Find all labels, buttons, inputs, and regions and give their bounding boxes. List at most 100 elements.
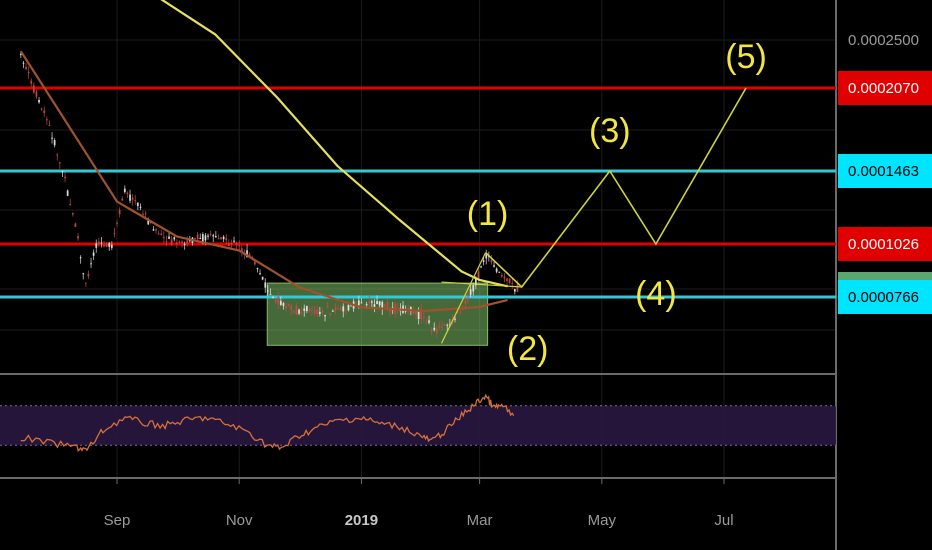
candle-body <box>129 194 131 201</box>
candle-body <box>74 223 77 227</box>
candle-body <box>513 288 516 292</box>
candle-body <box>238 245 241 247</box>
candle-body <box>360 302 363 304</box>
candle-body <box>290 305 293 310</box>
candle-body <box>368 301 371 303</box>
candle-body <box>160 233 163 235</box>
candle-body <box>329 313 332 315</box>
candle-body <box>506 278 508 281</box>
candle-body <box>503 276 506 279</box>
candle-body <box>347 305 350 311</box>
candle-body <box>272 297 274 299</box>
price-label-2: 0.0002070 <box>838 71 932 105</box>
candle-body <box>199 237 202 239</box>
candle-body <box>321 310 324 313</box>
candle-body <box>227 243 230 246</box>
candle-body <box>95 243 98 248</box>
candle-body <box>443 324 446 326</box>
wave-projection-layer: (1) (2) (3) (4) (5) <box>440 38 767 368</box>
candle-body <box>269 294 272 296</box>
candle-body <box>214 236 217 238</box>
candle-body <box>196 234 199 240</box>
candle-body <box>256 268 259 270</box>
candle-body <box>412 311 415 315</box>
time-tick-label: May <box>588 512 617 529</box>
candle-body <box>300 311 303 313</box>
wave-projection-line <box>485 87 747 289</box>
candle-body <box>66 190 69 196</box>
price-label-text: 0.0002500 <box>848 32 919 49</box>
candle-body <box>259 273 261 275</box>
time-tick-label: Sep <box>104 512 131 529</box>
candle-body <box>482 260 485 263</box>
candle-body <box>100 242 103 244</box>
candle-body <box>194 237 196 240</box>
candle-body <box>477 271 480 279</box>
candle-body <box>441 326 443 328</box>
candle-body <box>378 301 381 306</box>
candle-body <box>417 310 420 320</box>
candle-body <box>183 243 186 246</box>
candle-body <box>22 62 25 64</box>
candle-body <box>282 303 285 306</box>
candle-body <box>131 197 134 200</box>
candle-body <box>404 310 407 312</box>
candle-body <box>493 265 495 267</box>
candle-body <box>422 316 425 318</box>
candle-body <box>464 300 467 304</box>
candle-body <box>168 236 170 239</box>
candle-body <box>381 301 384 310</box>
candle-body <box>498 271 501 273</box>
candle-body <box>139 206 142 208</box>
candle-body <box>303 308 306 311</box>
candle-body <box>456 312 459 314</box>
candle-body <box>446 324 449 326</box>
candle-body <box>220 237 222 240</box>
candle-body <box>248 254 251 256</box>
price-axis[interactable]: 0.0002500 0.0002070 0.0001463 0.0001026 0.00… <box>838 32 932 314</box>
candle-body <box>235 243 238 245</box>
time-axis[interactable]: Sep Nov 2019 Mar May Jul <box>104 478 734 529</box>
candle-body <box>64 176 66 179</box>
candle-body <box>136 202 139 207</box>
candle-body <box>181 241 183 243</box>
time-tick-label: Mar <box>467 512 493 529</box>
candle-body <box>38 99 40 103</box>
price-label-bg <box>838 71 932 105</box>
candle-body <box>516 284 519 292</box>
candle-body <box>56 154 59 156</box>
candle-body <box>155 229 157 231</box>
candle-body <box>277 297 280 305</box>
candle-body <box>170 239 173 245</box>
candle-body <box>51 137 53 139</box>
candle-body <box>84 282 87 284</box>
candle-body <box>225 238 228 241</box>
candle-body <box>118 210 121 215</box>
candle-body <box>27 72 30 74</box>
candle-body <box>209 233 212 235</box>
candle-body <box>337 308 339 310</box>
candle-body <box>373 304 376 307</box>
candle-body <box>35 91 38 97</box>
candle-body <box>485 254 488 259</box>
candle-body <box>490 260 493 263</box>
candle-body <box>357 300 360 306</box>
wave-label-5: (5) <box>725 38 767 76</box>
candle-body <box>508 278 511 284</box>
candle-body <box>61 171 64 173</box>
rsi-band <box>0 405 836 446</box>
candle-body <box>53 140 56 146</box>
candle-body <box>126 192 129 195</box>
candle-body <box>230 243 233 245</box>
candle-body <box>279 300 282 305</box>
wave-label-3: (3) <box>589 112 631 150</box>
candle-body <box>308 308 311 312</box>
candle-body <box>48 124 51 126</box>
candle-body <box>43 110 46 113</box>
candle-body <box>30 80 33 84</box>
candle-body <box>147 220 150 225</box>
candle-body <box>134 200 137 202</box>
candle-body <box>264 282 267 288</box>
candle-body <box>222 236 225 240</box>
